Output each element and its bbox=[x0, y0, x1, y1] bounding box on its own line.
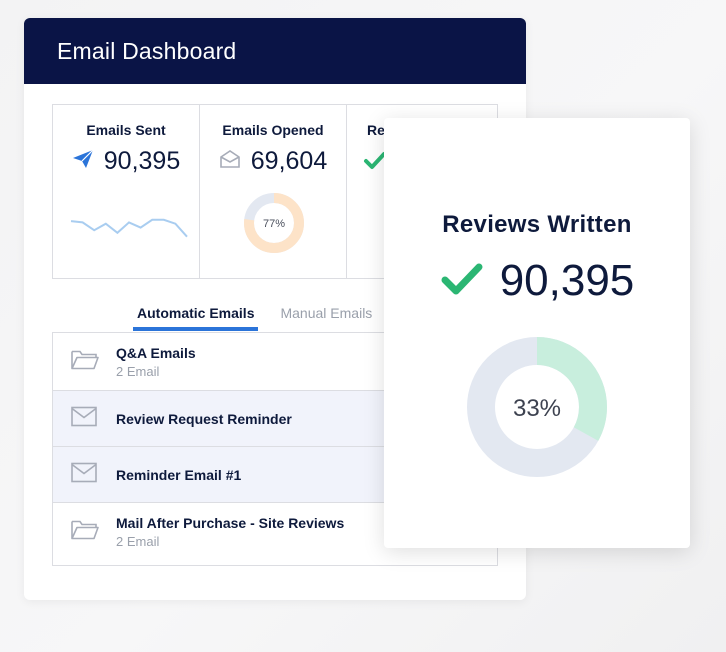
opened-donut-label: 77% bbox=[263, 218, 285, 230]
stat-label: Emails Sent bbox=[86, 122, 166, 138]
reviews-written-value: 90,395 bbox=[499, 256, 635, 305]
check-icon bbox=[363, 151, 387, 176]
list-item-title: Mail After Purchase - Site Reviews bbox=[116, 515, 345, 531]
stat-emails-opened[interactable]: Emails Opened 69,604 77% bbox=[200, 105, 347, 278]
list-item-title: Review Request Reminder bbox=[116, 410, 292, 427]
list-item-subtitle: 2 Email bbox=[116, 534, 160, 549]
stat-emails-sent[interactable]: Emails Sent 90,395 bbox=[53, 105, 200, 278]
list-item-title: Q&A Emails bbox=[116, 344, 196, 361]
page-title: Email Dashboard bbox=[57, 37, 237, 64]
tab-automatic-emails[interactable]: Automatic Emails bbox=[133, 305, 259, 331]
reviews-written-title: Reviews Written bbox=[442, 211, 632, 238]
list-item[interactable]: Mail After Purchase - Site Reviews 2 Ema… bbox=[53, 503, 497, 561]
tab-manual-emails[interactable]: Manual Emails bbox=[280, 305, 373, 321]
reviews-donut: 33% bbox=[467, 337, 607, 477]
dashboard-header: Email Dashboard bbox=[24, 18, 526, 84]
opened-donut: 77% bbox=[244, 193, 304, 253]
stat-label: Re bbox=[367, 122, 385, 138]
list-item[interactable]: Q&A Emails 2 Email bbox=[53, 333, 497, 391]
folder-icon bbox=[70, 347, 100, 376]
check-icon bbox=[440, 261, 484, 302]
list-item-subtitle: 2 Email bbox=[116, 363, 160, 379]
folder-icon bbox=[70, 518, 100, 547]
reviews-written-card[interactable]: Reviews Written 90,395 33% bbox=[384, 118, 690, 548]
envelope-open-icon bbox=[219, 149, 241, 174]
stat-value: 69,604 bbox=[250, 147, 328, 175]
stats-row: Emails Sent 90,395 Emails Opened bbox=[52, 104, 498, 279]
stat-label: Emails Opened bbox=[222, 122, 324, 138]
reviews-donut-label: 33% bbox=[513, 395, 561, 422]
sparkline-chart bbox=[70, 218, 188, 238]
envelope-icon bbox=[70, 405, 98, 432]
envelope-icon bbox=[70, 461, 98, 488]
list-item-title: Reminder Email #1 bbox=[116, 466, 242, 483]
stat-value: 90,395 bbox=[103, 147, 181, 175]
email-tabs: Automatic Emails Manual Emails bbox=[133, 305, 372, 331]
paper-plane-icon bbox=[72, 149, 94, 174]
stat-reviews[interactable]: Re bbox=[347, 105, 497, 278]
